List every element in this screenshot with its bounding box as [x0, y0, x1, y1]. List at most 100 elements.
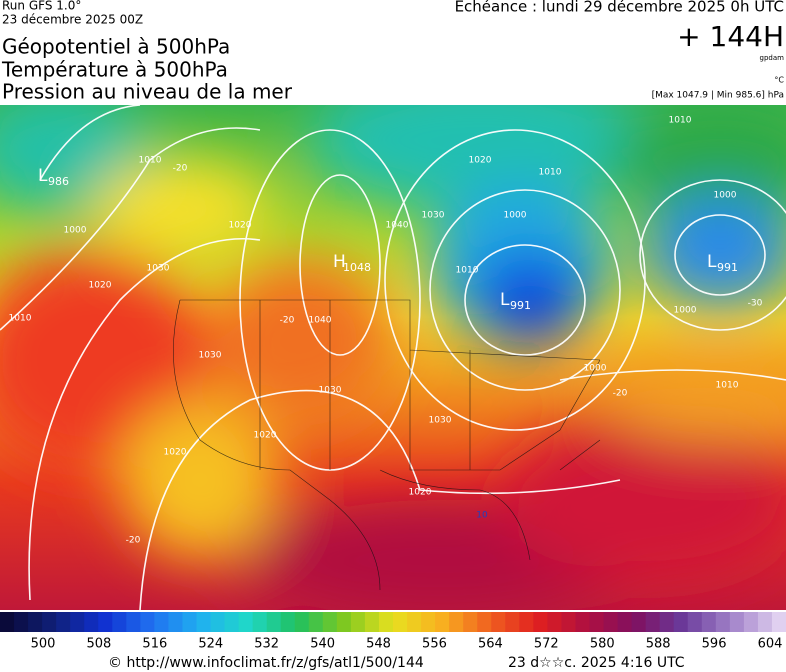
color-cell — [463, 612, 478, 632]
color-cell — [168, 612, 183, 632]
scale-label: 588 — [646, 637, 671, 652]
color-cell — [687, 612, 703, 632]
contour-label: 1020 — [409, 488, 432, 498]
contour-label: -20 — [126, 536, 141, 546]
color-cell — [449, 612, 464, 632]
system-letter: L — [500, 290, 510, 310]
contour-label: -30 — [748, 299, 763, 309]
color-cell — [589, 612, 605, 632]
color-cell — [631, 612, 647, 632]
color-cell — [364, 612, 380, 632]
color-cell — [575, 612, 590, 632]
color-cell — [421, 612, 436, 632]
scale-label: 580 — [590, 637, 615, 652]
system-letter: L — [707, 252, 717, 272]
color-cell — [561, 612, 576, 632]
system-value: 1048 — [343, 261, 371, 274]
footer-url: © http://www.infoclimat.fr/z/gfs/atl1/50… — [108, 655, 424, 671]
system-letter: H — [333, 252, 346, 272]
contour-label: -20 — [173, 164, 188, 174]
color-cell — [617, 612, 633, 632]
color-cell — [505, 612, 520, 632]
color-cell — [308, 612, 324, 632]
color-cell — [140, 612, 155, 632]
contour-label: 1040 — [386, 221, 409, 231]
contour-label: -20 — [613, 389, 628, 399]
run-date: 23 décembre 2025 00Z — [2, 13, 143, 27]
color-cell — [238, 612, 254, 632]
color-cell — [84, 612, 99, 632]
color-cell — [336, 612, 352, 632]
contour-label: -20 — [280, 316, 295, 326]
contour-label: 1000 — [64, 226, 87, 236]
color-cell — [182, 612, 197, 632]
contour-label: 1020 — [229, 221, 252, 231]
scale-label: 508 — [87, 637, 112, 652]
color-cell — [0, 612, 15, 632]
contour-label: 1030 — [319, 386, 342, 396]
map — [0, 105, 786, 610]
color-cell — [112, 612, 127, 632]
contour-label: 1000 — [714, 191, 737, 201]
contour-label: 1030 — [199, 351, 222, 361]
color-cell — [294, 612, 310, 632]
contour-label: 1020 — [89, 281, 112, 291]
field: Pression au niveau de la mer — [2, 80, 293, 104]
contour-label: 1020 — [164, 448, 187, 458]
scale-label: 516 — [142, 637, 167, 652]
scale-label: 524 — [198, 637, 223, 652]
color-cell — [519, 612, 534, 632]
color-cell — [350, 612, 366, 632]
color-cell — [407, 612, 422, 632]
color-cell — [729, 612, 745, 632]
color-cell — [477, 612, 492, 632]
color-cell — [491, 612, 506, 632]
color-cell — [659, 612, 675, 632]
unit-temp: °C — [774, 76, 784, 85]
system-value: 991 — [717, 261, 738, 274]
scale-label: 540 — [310, 637, 335, 652]
color-cell — [42, 612, 57, 632]
contour-label: 1030 — [429, 416, 452, 426]
color-cell — [533, 612, 548, 632]
contour-label: 1010 — [139, 156, 162, 166]
scale-label: 532 — [254, 637, 279, 652]
color-scale: 500 508 516 524 532 540 548 556 564 572 580 588 596 6… — [0, 612, 786, 652]
echeance: Echéance : lundi 29 décembre 2025 0h UTC — [455, 0, 784, 16]
color-cell — [393, 612, 408, 632]
contour-label: 10 — [476, 511, 488, 521]
color-cell — [126, 612, 141, 632]
color-cell — [266, 612, 282, 632]
color-cell — [252, 612, 268, 632]
contour-label: 1030 — [147, 264, 170, 274]
contour-label: 1000 — [674, 306, 697, 316]
contour-label: 1030 — [422, 211, 445, 221]
scale-label: 596 — [702, 637, 727, 652]
contour-label: 1010 — [669, 116, 692, 126]
contour-label: 1020 — [469, 156, 492, 166]
contour-label: 1010 — [9, 314, 32, 324]
contour-label: 1010 — [716, 381, 739, 391]
color-cell — [701, 612, 717, 632]
color-cell — [210, 612, 226, 632]
run: Run GFS 1.0° — [2, 0, 81, 13]
color-cell — [154, 612, 169, 632]
color-cell — [673, 612, 689, 632]
color-cell — [547, 612, 562, 632]
color-cell — [378, 612, 394, 632]
system-value: 991 — [510, 299, 531, 312]
color-cell — [743, 612, 759, 632]
contour-label: 1010 — [539, 168, 562, 178]
color-cell — [28, 612, 43, 632]
footer-time: 23 d☆☆c. 2025 4:16 UTC — [508, 655, 685, 671]
scale-label: 572 — [534, 637, 559, 652]
field: Géopotentiel à 500hPa — [2, 35, 230, 59]
pressure-range: [Max 1047.9 | Min 985.6] hPa — [652, 91, 784, 101]
color-cell — [56, 612, 71, 632]
system-letter: L — [38, 166, 48, 186]
color-cell — [196, 612, 212, 632]
contour-label: 1010 — [456, 266, 479, 276]
contour-label: 1000 — [584, 364, 607, 374]
